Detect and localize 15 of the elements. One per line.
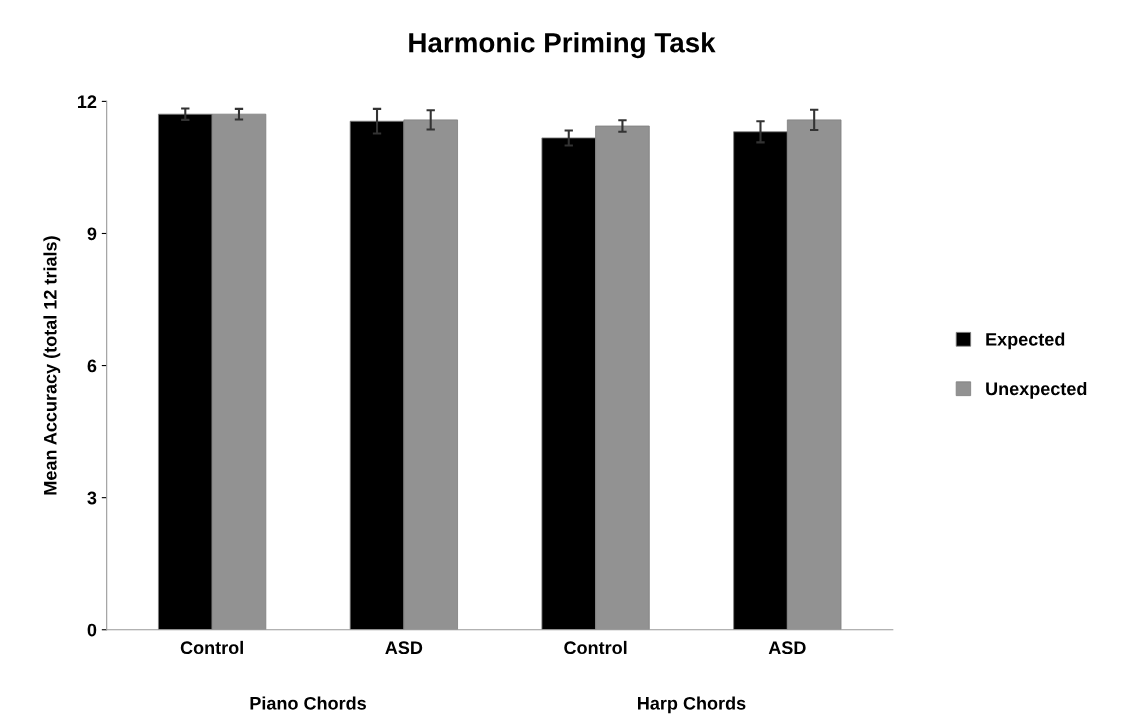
y-tick-label: 3 [87, 491, 97, 505]
legend-label: Unexpected [986, 381, 1087, 399]
x-tick-label: ASD [768, 641, 806, 655]
legend-label: Expected [986, 332, 1065, 350]
y-tick-label: 12 [78, 95, 97, 108]
chart-title: Harmonic Priming Task [409, 32, 716, 59]
x-tick-label: Control [564, 640, 627, 655]
y-tick-label: 9 [87, 227, 97, 241]
y-axis-title: Mean Accuracy (total 12 trials) [43, 236, 61, 495]
text: Harp Chords [638, 696, 746, 714]
text: Piano Chords [250, 696, 366, 710]
x-tick-label: ASD [385, 641, 423, 655]
y-tick-label: 0 [87, 623, 97, 637]
y-tick-label: 6 [87, 359, 97, 373]
x-tick-label: Control [180, 640, 243, 655]
